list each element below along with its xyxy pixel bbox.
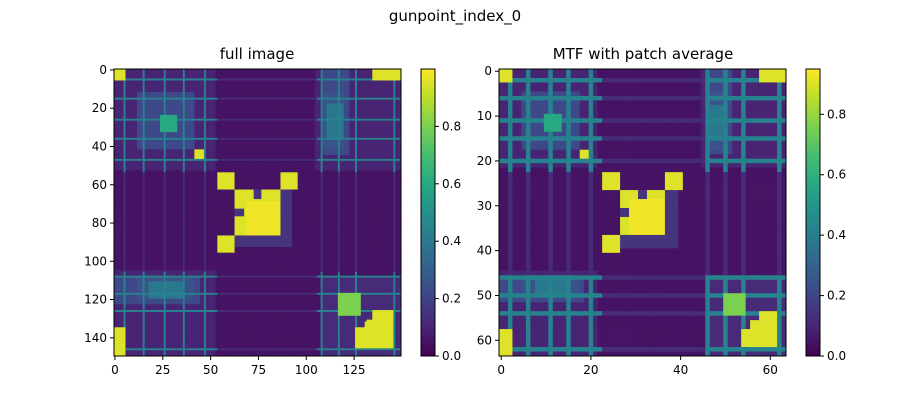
x-tick-label: 50 bbox=[203, 363, 218, 377]
figure-title: gunpoint_index_0 bbox=[389, 7, 521, 26]
x-tick-label: 0 bbox=[111, 363, 119, 377]
colorbar-tick-label: 0.8 bbox=[442, 119, 461, 133]
y-axis: 0 20 40 60 80 100 120 140 bbox=[84, 63, 114, 345]
colorbar bbox=[805, 68, 821, 357]
x-tick-label: 100 bbox=[295, 363, 318, 377]
colorbar-tick-label: 0.2 bbox=[827, 289, 846, 303]
colorbar-tick-label: 0.4 bbox=[442, 234, 461, 248]
colorbar bbox=[420, 68, 436, 357]
x-axis: 0 20 40 60 bbox=[497, 356, 778, 377]
y-tick-label: 120 bbox=[84, 293, 107, 307]
colorbar-tick-label: 0.6 bbox=[827, 168, 846, 182]
colorbar-ticks: 0.0 0.2 0.4 0.6 0.8 bbox=[820, 107, 846, 363]
axes-frame bbox=[113, 68, 402, 357]
y-tick-label: 20 bbox=[477, 154, 492, 168]
y-tick-label: 50 bbox=[477, 288, 492, 302]
heatmap-image bbox=[499, 69, 787, 357]
x-tick-label: 20 bbox=[583, 363, 598, 377]
x-tick-label: 125 bbox=[343, 363, 366, 377]
colorbar-tick-label: 0.8 bbox=[827, 107, 846, 121]
colorbar-tick-label: 0.0 bbox=[827, 349, 846, 363]
y-tick-label: 30 bbox=[477, 199, 492, 213]
y-tick-label: 0 bbox=[99, 63, 107, 77]
panel-title: full image bbox=[220, 45, 295, 63]
heatmap-image bbox=[114, 69, 402, 357]
y-tick-label: 40 bbox=[92, 139, 107, 153]
y-tick-label: 40 bbox=[477, 244, 492, 258]
y-tick-label: 60 bbox=[92, 178, 107, 192]
colorbar-tick-label: 0.0 bbox=[442, 349, 461, 363]
y-axis: 0 10 20 30 40 50 60 bbox=[477, 64, 499, 347]
y-tick-label: 0 bbox=[484, 64, 492, 78]
x-axis: 0 25 50 75 100 125 bbox=[111, 356, 366, 377]
x-tick-label: 60 bbox=[763, 363, 778, 377]
colorbar-tick-label: 0.4 bbox=[827, 228, 846, 242]
heatmap-panel-mtf: MTF with patch average 0 20 40 60 0 10 20 30 40… bbox=[477, 45, 846, 377]
x-tick-label: 0 bbox=[497, 363, 505, 377]
panel-title: MTF with patch average bbox=[553, 45, 734, 63]
colorbar-ticks: 0.0 0.2 0.4 0.6 0.8 bbox=[435, 119, 461, 363]
colorbar-tick-label: 0.2 bbox=[442, 292, 461, 306]
axes-frame bbox=[498, 68, 787, 357]
y-tick-label: 20 bbox=[92, 101, 107, 115]
y-tick-label: 80 bbox=[92, 216, 107, 230]
y-tick-label: 60 bbox=[477, 333, 492, 347]
x-tick-label: 25 bbox=[155, 363, 170, 377]
y-tick-label: 10 bbox=[477, 109, 492, 123]
heatmap-panel-full-image: full image 0 25 50 75 100 125 0 20 40 60 80 100 120… bbox=[84, 45, 461, 377]
colorbar-tick-label: 0.6 bbox=[442, 177, 461, 191]
y-tick-label: 100 bbox=[84, 254, 107, 268]
y-tick-label: 140 bbox=[84, 331, 107, 345]
x-tick-label: 75 bbox=[251, 363, 266, 377]
x-tick-label: 40 bbox=[673, 363, 688, 377]
